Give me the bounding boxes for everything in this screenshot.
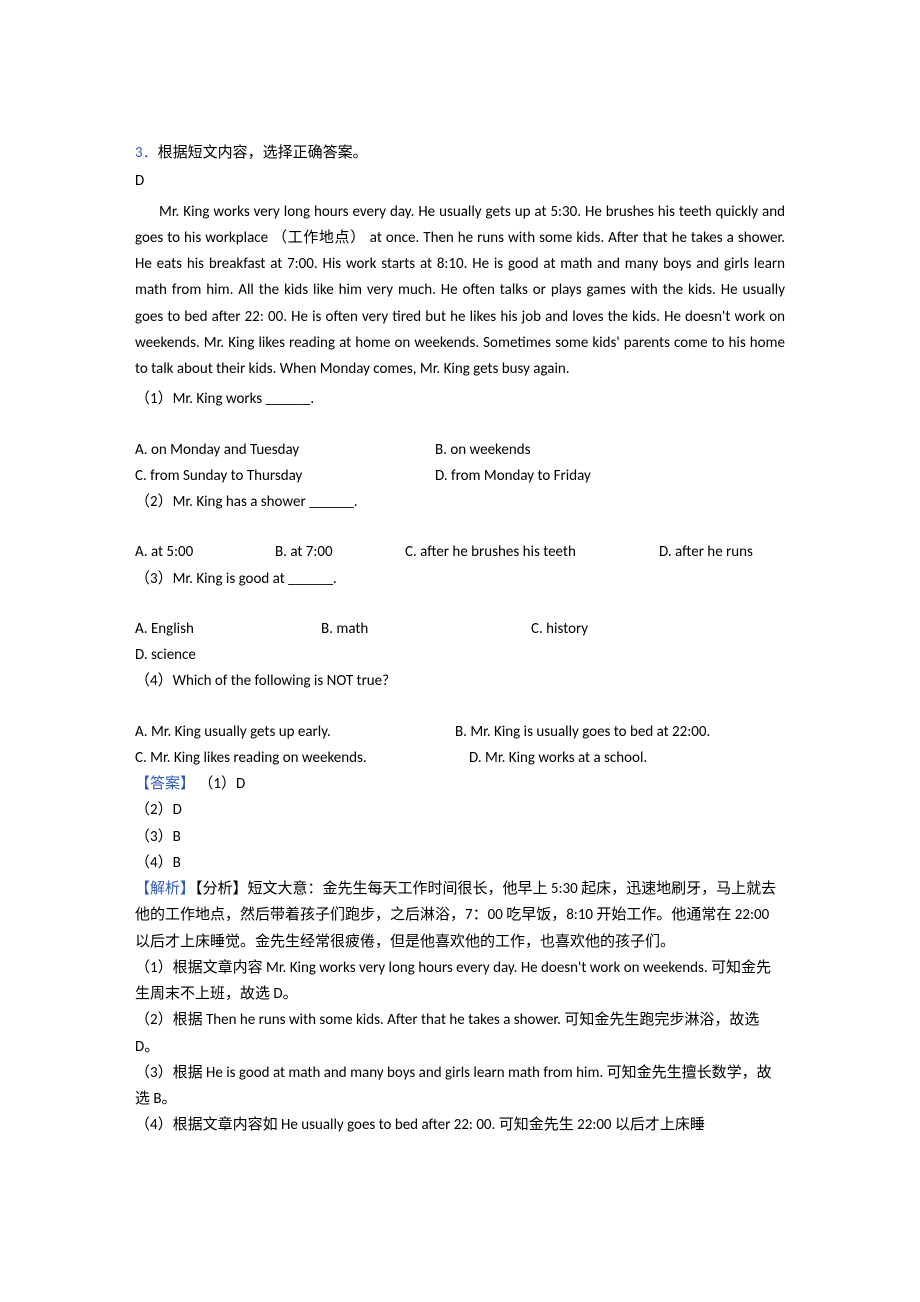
page: 3．根据短文内容，选择正确答案。 D Mr. King works very l…	[0, 0, 920, 1302]
subq-1-opt-d: D. from Monday to Friday	[435, 463, 591, 489]
passage-text: Mr. King works very long hours every day…	[135, 203, 785, 379]
subq-1-stem: （1）Mr. King works ______.	[135, 386, 785, 412]
subq-1-opt-b: B. on weekends	[435, 437, 530, 463]
subq-3-opt-a: A. English	[135, 616, 321, 642]
subq-4-options: A. Mr. King usually gets up early. B. Mr…	[135, 719, 785, 772]
analysis-label: 【解析】	[135, 880, 195, 898]
analysis-block: 【解析】【分析】短文大意：金先生每天工作时间很长，他早上 5:30 起床，迅速地…	[135, 876, 785, 1139]
analysis-item-4: （4）根据文章内容如 He usually goes to bed after …	[135, 1112, 785, 1138]
subq-4-stem: （4）Which of the following is NOT true?	[135, 668, 785, 694]
subq-2-opt-a: A. at 5:00	[135, 539, 275, 565]
subq-2-stem: （2）Mr. King has a shower ______.	[135, 489, 785, 515]
subq-3-stem: （3）Mr. King is good at ______.	[135, 566, 785, 592]
subq-1-opt-a: A. on Monday and Tuesday	[135, 437, 435, 463]
answer-label: 【答案】	[135, 775, 195, 793]
subq-2-opt-c: C. after he brushes his teeth	[405, 539, 659, 565]
answer-line-4: （4）B	[135, 850, 785, 876]
subq-2-opt-b: B. at 7:00	[275, 539, 405, 565]
answer-line-2: （2）D	[135, 797, 785, 823]
analysis-intro: 【分析】短文大意：金先生每天工作时间很长，他早上 5:30 起床，迅速地刷牙，马…	[135, 880, 776, 951]
subq-1-options: A. on Monday and Tuesday B. on weekends …	[135, 437, 785, 490]
subq-3-opt-c: C. history	[531, 616, 739, 642]
question-number: 3．	[135, 144, 158, 162]
question-header: 3．根据短文内容，选择正确答案。	[135, 140, 785, 166]
analysis-item-2: （2）根据 Then he runs with some kids. After…	[135, 1007, 785, 1060]
subq-4-opt-d: D. Mr. King works at a school.	[469, 745, 647, 771]
subq-3-opt-b: B. math	[321, 616, 531, 642]
section-letter: D	[135, 168, 785, 194]
subq-1-opt-c: C. from Sunday to Thursday	[135, 463, 435, 489]
subq-3-opt-d: D. science	[135, 642, 196, 668]
analysis-item-3: （3）根据 He is good at math and many boys a…	[135, 1060, 785, 1113]
passage: Mr. King works very long hours every day…	[135, 199, 785, 383]
subq-3-options: A. English B. math C. history D. science	[135, 616, 785, 669]
subq-4-opt-b: B. Mr. King is usually goes to bed at 22…	[455, 719, 710, 745]
answer-line-3: （3）B	[135, 824, 785, 850]
answer-line-1: （1）D	[198, 775, 245, 793]
subq-4-opt-a: A. Mr. King usually gets up early.	[135, 719, 455, 745]
analysis-item-1: （1）根据文章内容 Mr. King works very long hours…	[135, 955, 785, 1008]
answer-block: 【答案】 （1）D （2）D （3）B （4）B	[135, 771, 785, 876]
question-title: 根据短文内容，选择正确答案。	[158, 144, 368, 162]
subq-4-opt-c: C. Mr. King likes reading on weekends.	[135, 745, 469, 771]
subq-2-options: A. at 5:00 B. at 7:00 C. after he brushe…	[135, 539, 785, 565]
subq-2-opt-d: D. after he runs	[659, 539, 753, 565]
